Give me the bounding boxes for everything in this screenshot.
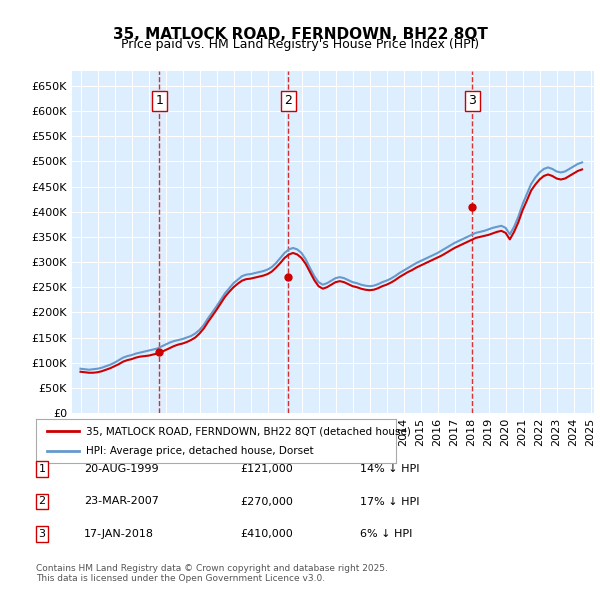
Text: 3: 3 xyxy=(469,94,476,107)
Text: £121,000: £121,000 xyxy=(240,464,293,474)
Text: Price paid vs. HM Land Registry's House Price Index (HPI): Price paid vs. HM Land Registry's House … xyxy=(121,38,479,51)
Text: 35, MATLOCK ROAD, FERNDOWN, BH22 8QT (detached house): 35, MATLOCK ROAD, FERNDOWN, BH22 8QT (de… xyxy=(86,427,411,436)
Text: 1: 1 xyxy=(155,94,163,107)
Text: £410,000: £410,000 xyxy=(240,529,293,539)
Text: 17% ↓ HPI: 17% ↓ HPI xyxy=(360,497,419,506)
Text: 3: 3 xyxy=(38,529,46,539)
Text: 1: 1 xyxy=(38,464,46,474)
Text: 2: 2 xyxy=(284,94,292,107)
Text: 2: 2 xyxy=(38,497,46,506)
Text: 17-JAN-2018: 17-JAN-2018 xyxy=(84,529,154,539)
Text: £270,000: £270,000 xyxy=(240,497,293,506)
Text: 23-MAR-2007: 23-MAR-2007 xyxy=(84,497,159,506)
Text: 35, MATLOCK ROAD, FERNDOWN, BH22 8QT: 35, MATLOCK ROAD, FERNDOWN, BH22 8QT xyxy=(113,27,487,41)
Text: HPI: Average price, detached house, Dorset: HPI: Average price, detached house, Dors… xyxy=(86,446,314,455)
Text: 20-AUG-1999: 20-AUG-1999 xyxy=(84,464,158,474)
Text: 14% ↓ HPI: 14% ↓ HPI xyxy=(360,464,419,474)
Text: Contains HM Land Registry data © Crown copyright and database right 2025.
This d: Contains HM Land Registry data © Crown c… xyxy=(36,563,388,583)
Text: 6% ↓ HPI: 6% ↓ HPI xyxy=(360,529,412,539)
